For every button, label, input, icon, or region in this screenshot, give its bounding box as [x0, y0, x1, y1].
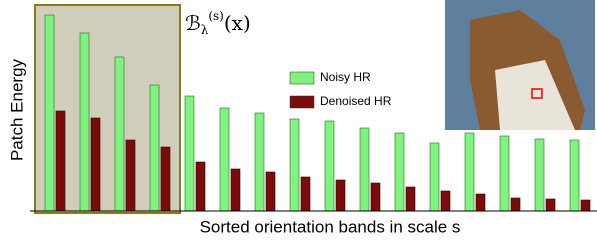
bar [126, 140, 135, 211]
annotation-base: ℬ [185, 11, 201, 35]
bar [196, 162, 205, 211]
bar [290, 119, 299, 211]
bar [570, 140, 579, 211]
bar [150, 85, 159, 211]
annotation-sub: λ [201, 23, 209, 37]
annotation-sup: (s) [208, 9, 224, 23]
bar [45, 15, 54, 211]
annotation-arg: (x) [224, 11, 251, 35]
bar [220, 108, 229, 211]
bar [255, 113, 264, 211]
legend-swatch [290, 96, 314, 108]
bar [476, 194, 485, 211]
y-axis-label: Patch Energy [7, 58, 26, 161]
bar [581, 200, 590, 211]
bar [360, 128, 369, 211]
bar [500, 136, 509, 211]
bar [406, 187, 415, 211]
bar [161, 147, 170, 211]
annotation: ℬλ(s)(x) [185, 9, 251, 37]
bar [430, 143, 439, 211]
legend-label: Denoised HR [320, 94, 392, 108]
bar [301, 177, 310, 211]
bar [325, 121, 334, 211]
x-axis-label: Sorted orientation bands in scale s [200, 217, 461, 236]
legend-swatch [290, 72, 314, 84]
bar [465, 133, 474, 211]
bar [91, 118, 100, 211]
bar [231, 169, 240, 211]
bar [395, 133, 404, 211]
bar [185, 96, 194, 211]
legend-label: Noisy HR [320, 70, 371, 84]
bar [80, 33, 89, 211]
bar [546, 199, 555, 211]
bar [371, 183, 380, 211]
bar [56, 111, 65, 211]
bar [441, 191, 450, 211]
bar [511, 198, 520, 211]
bar [115, 57, 124, 211]
bar [535, 139, 544, 211]
bar [336, 180, 345, 211]
bar [266, 172, 275, 211]
chart: ℬλ(s)(x) Patch Energy Sorted orientation… [0, 0, 597, 241]
